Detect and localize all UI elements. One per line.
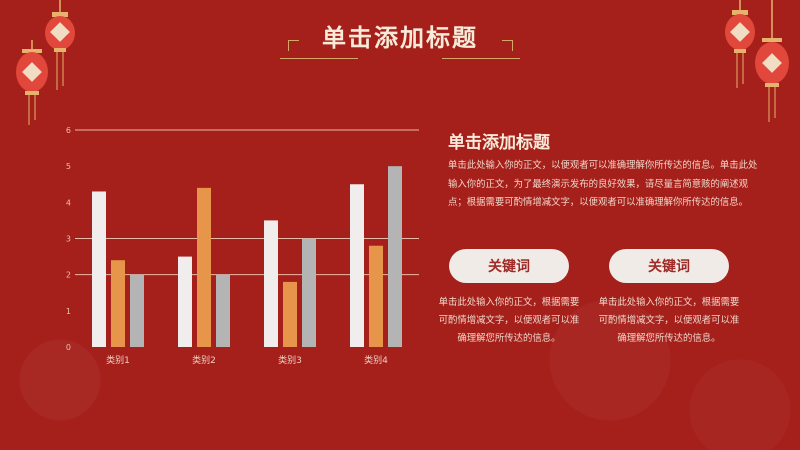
x-category-label: 类别2	[192, 354, 216, 366]
y-tick-label: 5	[66, 162, 71, 171]
bar-4-series-2	[369, 245, 383, 347]
x-category-label: 类别1	[106, 354, 130, 366]
lantern-right-icon	[725, 0, 789, 122]
bar-4-series-3	[388, 166, 402, 347]
title-ornament-left	[288, 40, 299, 51]
bar-3-series-3	[302, 238, 316, 347]
bar-chart: 0 1 2 3 4 5 6 类别1 类别2 类别3 类别4	[66, 126, 419, 366]
x-category-label: 类别4	[364, 354, 388, 366]
y-tick-label: 0	[66, 343, 71, 352]
keyword-text-1: 单击此处输入你的正文，根据需要可酌情增减文字，以便观者可以准确理解您所传达的信息…	[438, 297, 580, 344]
title-area: 单击添加标题	[0, 18, 800, 53]
x-category-label: 类别3	[278, 354, 302, 366]
title-ornament-right	[502, 40, 513, 51]
section-title: 单击添加标题	[448, 133, 550, 153]
keyword-pill-2[interactable]: 关键词	[609, 249, 729, 283]
title-underline-right	[442, 58, 520, 59]
bar-1-series-2	[111, 260, 125, 347]
keyword-text-2: 单击此处输入你的正文，根据需要可酌情增减文字，以便观者可以准确理解您所传达的信息…	[598, 297, 740, 344]
y-tick-label: 2	[66, 271, 71, 280]
keyword-pill-1[interactable]: 关键词	[449, 249, 569, 283]
bar-3-series-2	[283, 281, 297, 347]
bar-4-series-1	[350, 184, 364, 347]
bar-3-series-1	[264, 220, 278, 347]
section-body: 单击此处输入你的正文，以便观者可以准确理解你所传达的信息。单击此处输入你的正文，…	[448, 160, 758, 208]
bar-1-series-1	[92, 191, 106, 347]
bar-2-series-1	[178, 256, 192, 347]
y-tick-label: 3	[66, 235, 71, 244]
title-underline-left	[280, 58, 358, 59]
bar-2-series-2	[197, 187, 211, 347]
y-tick-label: 4	[66, 198, 71, 207]
y-tick-label: 6	[66, 126, 71, 135]
bar-1-series-3	[130, 274, 144, 347]
bar-2-series-3	[216, 274, 230, 347]
y-tick-label: 1	[66, 307, 71, 316]
lantern-left-icon	[16, 0, 75, 125]
page-title: 单击添加标题	[322, 23, 478, 52]
